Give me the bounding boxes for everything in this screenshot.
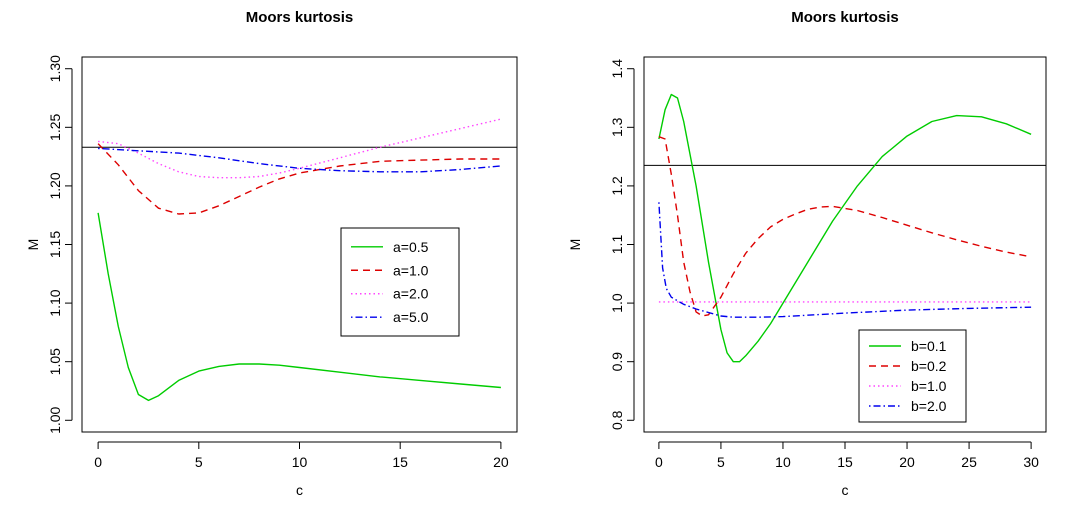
x-tick-label: 0 [655, 454, 663, 470]
chart-title: Moors kurtosis [791, 9, 899, 26]
y-tick-label: 1.2 [609, 176, 625, 196]
legend: a=0.5 a=1.0 a=2.0 a=5.0 [340, 227, 460, 337]
legend-box [340, 227, 460, 337]
x-tick-label: 5 [195, 454, 203, 470]
chart-panel-2: Moors kurtosis c M 0 5 10 15 20 25 30 0.8 0.9 1.0 1.1… [567, 9, 1047, 498]
legend-label: a=0.5 [393, 239, 429, 255]
x-tick-label: 0 [94, 454, 102, 470]
series-line-3 [98, 118, 502, 179]
y-tick-label: 1.1 [609, 235, 625, 255]
series-line-4 [658, 202, 1032, 318]
x-tick-label: 15 [837, 454, 853, 470]
y-tick-label: 1.3 [609, 117, 625, 137]
y-tick-label: 0.8 [609, 410, 625, 430]
x-tick-label: 20 [899, 454, 915, 470]
y-tick-label: 1.25 [47, 113, 63, 140]
y-tick-label: 1.05 [47, 348, 63, 375]
x-axis-label: c [296, 482, 303, 498]
x-tick-label: 10 [775, 454, 791, 470]
y-tick-label: 1.30 [47, 55, 63, 82]
y-tick-label: 1.00 [47, 406, 63, 433]
x-tick-label: 30 [1023, 454, 1039, 470]
y-axis-label: M [25, 239, 41, 251]
legend-label: b=0.1 [911, 338, 947, 354]
chart-panel-1: Moors kurtosis c M 0 5 10 15 20 1.00 1.05 1.10 1.15… [25, 9, 518, 498]
legend-label: a=5.0 [393, 309, 429, 325]
series-line-1 [97, 212, 501, 402]
y-tick-label: 1.20 [47, 172, 63, 199]
x-tick-label: 15 [392, 454, 408, 470]
x-axis-label: c [842, 482, 849, 498]
chart-title: Moors kurtosis [246, 9, 354, 26]
y-tick-label: 1.15 [47, 231, 63, 258]
plot-frame [643, 56, 1047, 433]
series-line-2 [97, 143, 501, 215]
x-tick-label: 20 [493, 454, 509, 470]
legend-label: b=0.2 [911, 358, 947, 374]
series-line-2 [658, 136, 1032, 317]
y-tick-label: 1.10 [47, 289, 63, 316]
x-tick-label: 25 [961, 454, 977, 470]
y-axis-label: M [567, 239, 583, 251]
legend-label: b=1.0 [911, 378, 947, 394]
series-line-1 [658, 93, 1032, 363]
y-tick-label: 1.0 [609, 293, 625, 313]
y-tick-label: 1.4 [609, 59, 625, 79]
legend: b=0.1 b=0.2 b=1.0 b=2.0 [858, 329, 967, 423]
x-tick-label: 5 [717, 454, 725, 470]
plot-frame [81, 56, 518, 433]
legend-label: a=2.0 [393, 286, 429, 302]
series-line-4 [98, 147, 501, 173]
legend-label: b=2.0 [911, 398, 947, 414]
y-tick-label: 0.9 [609, 352, 625, 372]
legend-label: a=1.0 [393, 262, 429, 278]
x-tick-label: 10 [292, 454, 308, 470]
